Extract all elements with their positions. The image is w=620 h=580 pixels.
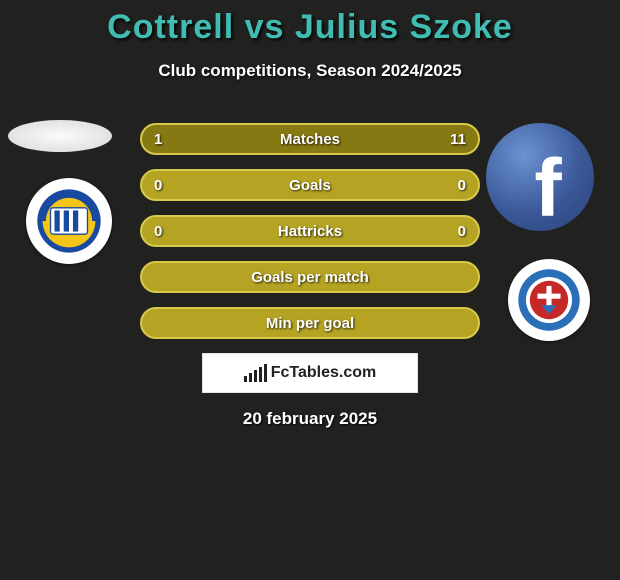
stat-row-goals: 0 Goals 0 [140, 169, 480, 201]
subtitle: Club competitions, Season 2024/2025 [0, 61, 620, 81]
stat-label: Goals [142, 177, 478, 194]
stat-row-goals-per-match: Goals per match [140, 261, 480, 293]
stats-area: 1 Matches 11 0 Goals 0 0 Hattricks 0 Goa… [0, 123, 620, 339]
stat-row-hattricks: 0 Hattricks 0 [140, 215, 480, 247]
brand-bars-icon [244, 364, 267, 382]
stat-label: Min per goal [142, 315, 478, 332]
stat-row-min-per-goal: Min per goal [140, 307, 480, 339]
stat-label: Goals per match [142, 269, 478, 286]
infographic-root: Cottrell vs Julius Szoke Club competitio… [0, 0, 620, 429]
stat-row-matches: 1 Matches 11 [140, 123, 480, 155]
stat-right-value: 11 [450, 131, 466, 148]
stat-right-value: 0 [458, 223, 466, 240]
brand-text: FcTables.com [271, 364, 377, 382]
footer-date: 20 february 2025 [0, 409, 620, 429]
stat-label: Matches [142, 131, 478, 148]
page-title: Cottrell vs Julius Szoke [0, 8, 620, 47]
brand-box[interactable]: FcTables.com [202, 353, 418, 393]
stat-right-value: 0 [458, 177, 466, 194]
stat-label: Hattricks [142, 223, 478, 240]
